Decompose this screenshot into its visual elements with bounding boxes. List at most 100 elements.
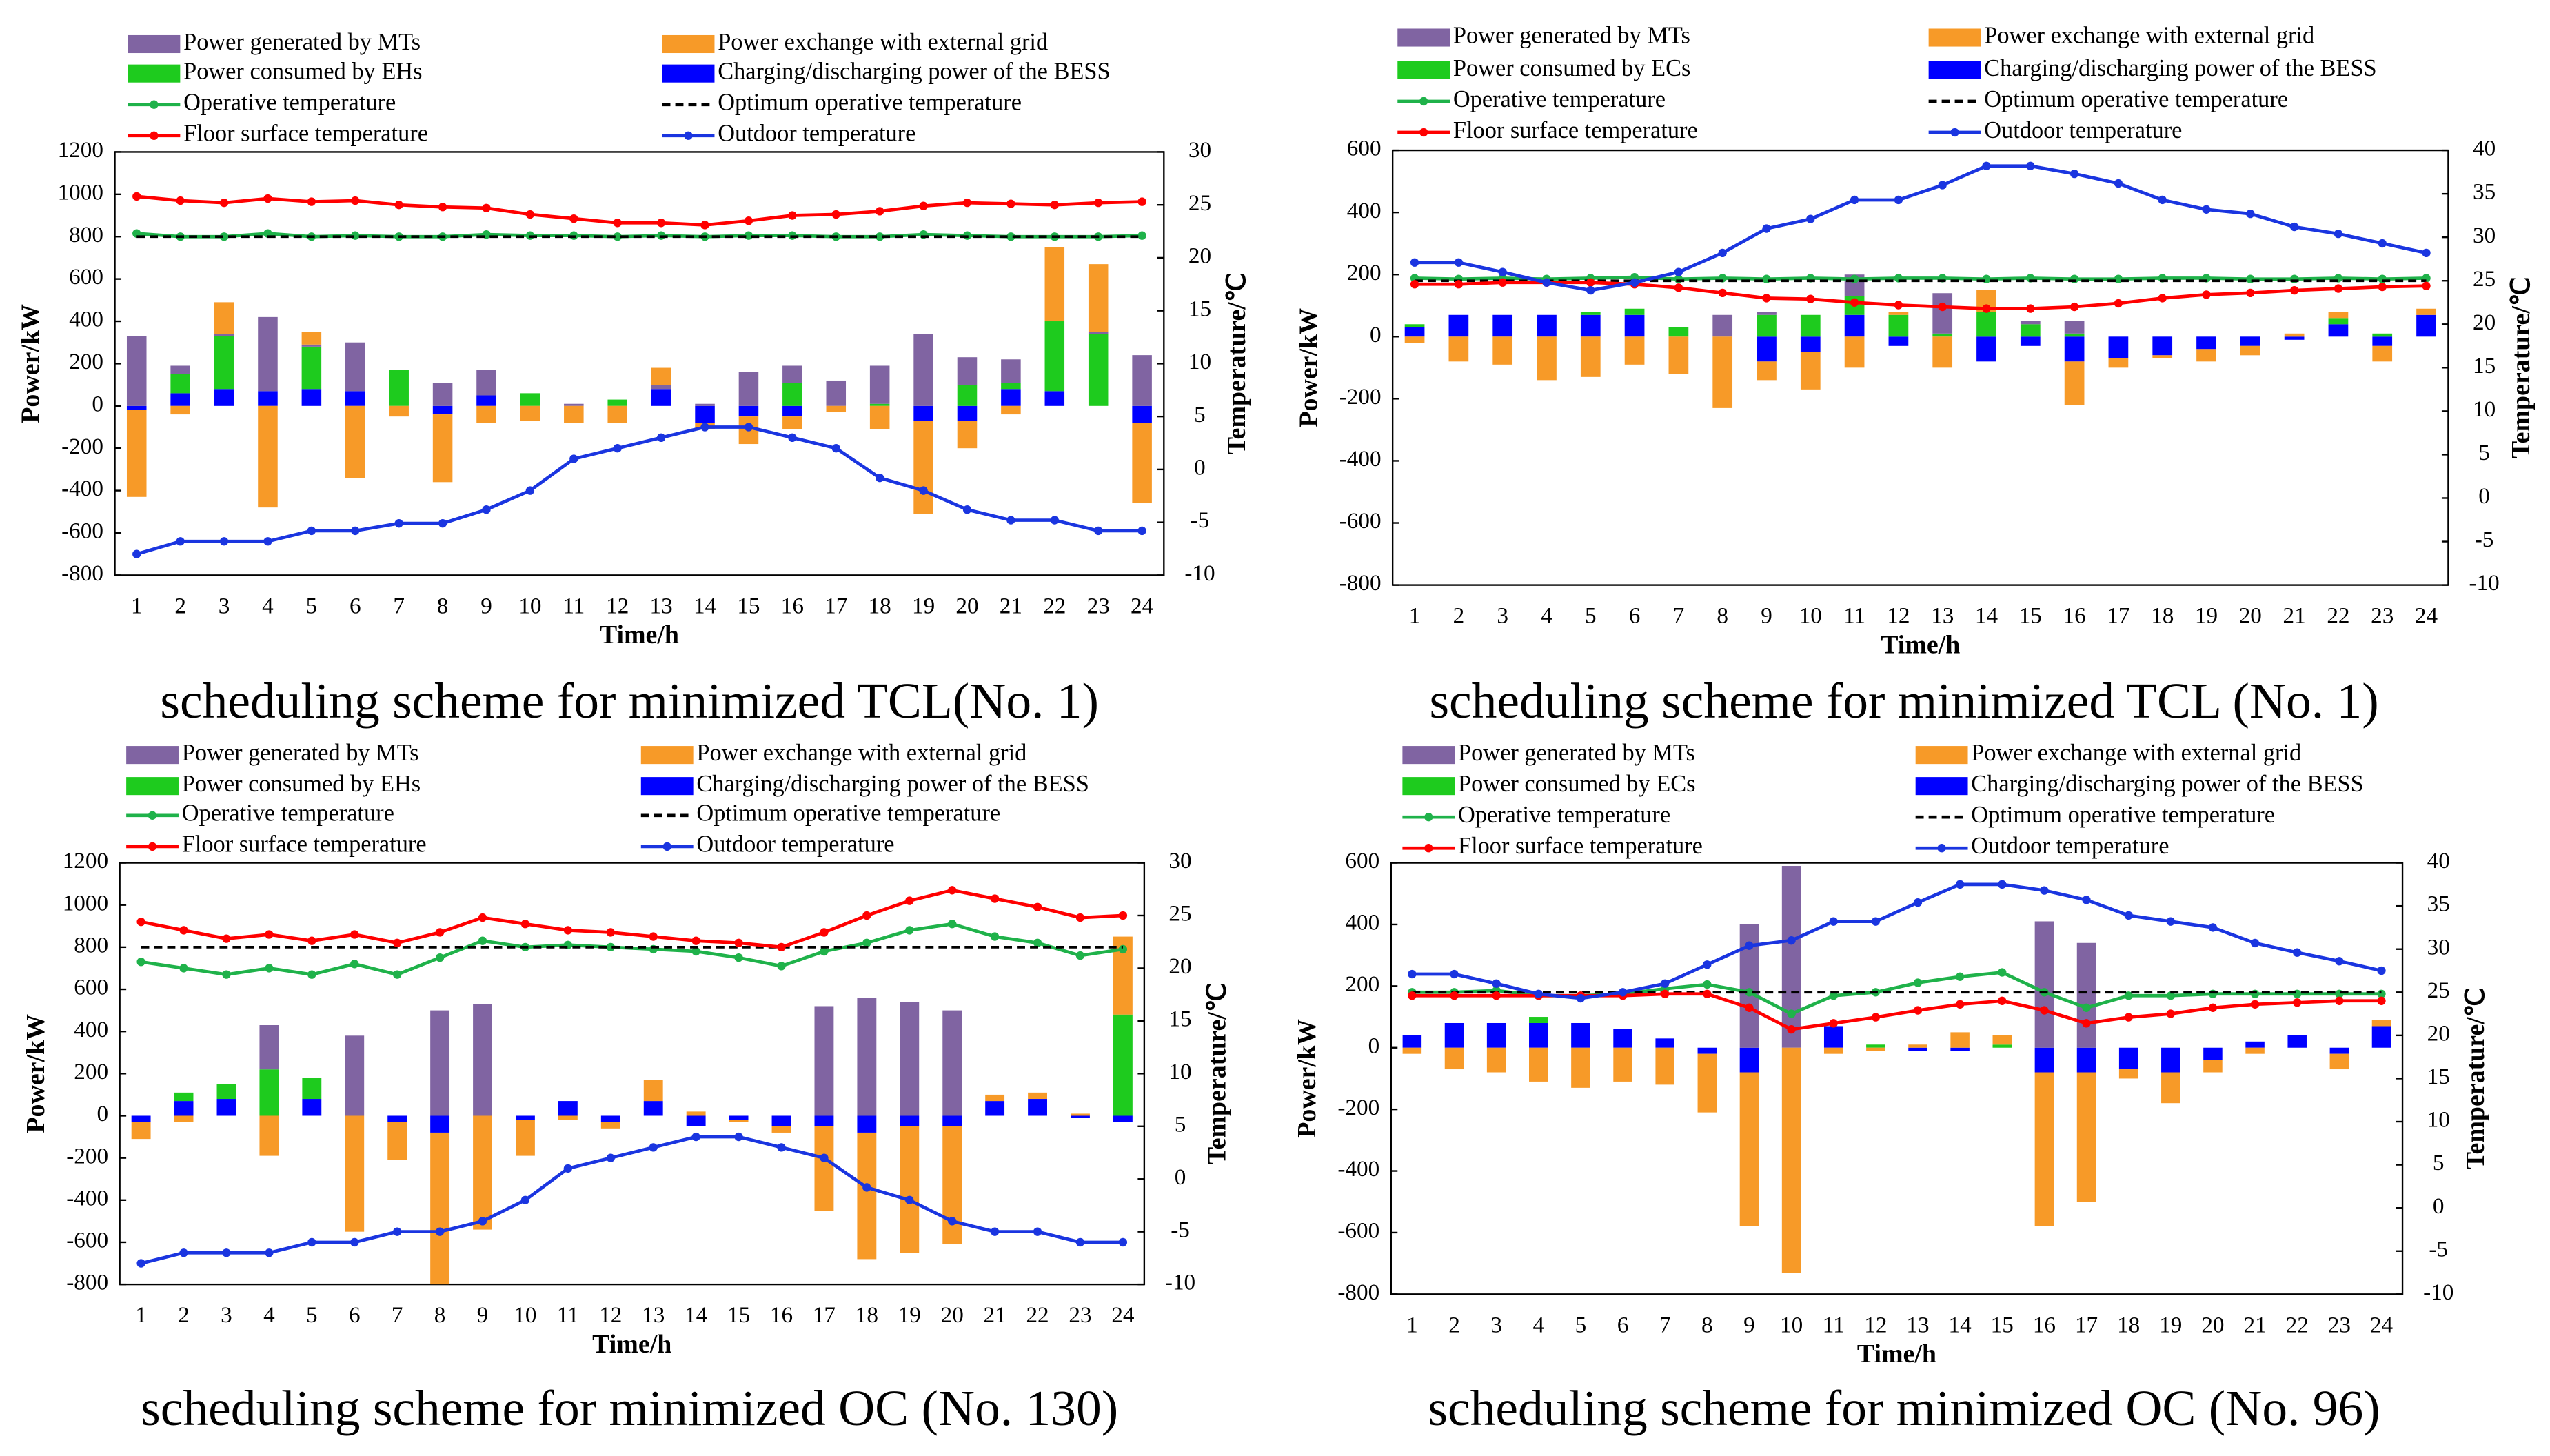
y2-axis-title: Temperature/℃ [2461, 988, 2490, 1170]
line-point [1955, 1000, 1965, 1009]
y-axis-title: Power/kW [21, 1014, 50, 1133]
x-tick-label: 16 [2063, 603, 2086, 629]
bar-segment [2020, 336, 2041, 346]
line-point [990, 932, 1000, 941]
bar-segment [476, 405, 496, 423]
bar-segment [430, 1115, 450, 1133]
bar-segment [857, 1132, 877, 1260]
bar-segment [1932, 293, 1953, 334]
line-point [905, 896, 914, 905]
line-point [263, 194, 272, 203]
chart-panel: -800-600-400-200020040060080010001200-10… [21, 740, 1232, 1436]
bar-segment [301, 346, 322, 390]
x-tick-label: 15 [1991, 1312, 2014, 1337]
line-point [1829, 1019, 1838, 1028]
line-point [2208, 923, 2218, 932]
y2-tick-label: 20 [1168, 953, 1191, 979]
bar-segment [2371, 1026, 2391, 1048]
line-point [307, 197, 316, 206]
line-point [734, 938, 743, 947]
bar-segment [2416, 308, 2436, 315]
line-point [179, 926, 188, 935]
y2-tick-label: 0 [2433, 1193, 2445, 1219]
y-tick-label: 0 [97, 1101, 108, 1126]
line-point [700, 221, 709, 230]
y-tick-label: 400 [1347, 198, 1382, 223]
line-point [482, 203, 491, 212]
legend-label: Power generated by MTs [1458, 740, 1695, 766]
x-tick-label: 8 [434, 1302, 446, 1328]
legend-swatch [1928, 28, 1981, 47]
line-point [1137, 526, 1146, 536]
bar-segment [174, 1092, 194, 1102]
line-point [265, 930, 274, 939]
bar-segment [913, 421, 933, 514]
line-point [1938, 181, 1947, 190]
y-tick-label: 600 [1347, 136, 1382, 161]
y-tick-label: -600 [66, 1228, 108, 1253]
x-tick-label: 15 [727, 1302, 750, 1328]
bar-segment [1823, 1026, 1843, 1048]
legend-swatch [662, 34, 715, 54]
y2-tick-label: -10 [2469, 570, 2499, 596]
x-tick-label: 3 [1497, 603, 1508, 629]
line-point [1492, 979, 1501, 988]
line-point [919, 201, 928, 210]
bar-segment [1908, 1047, 1927, 1051]
bar-segment [259, 1025, 279, 1070]
line-point [1542, 278, 1551, 287]
x-tick-label: 24 [2415, 603, 2438, 629]
bar-segment [1113, 1014, 1133, 1116]
bar-segment [607, 399, 627, 406]
bar-segment [1888, 312, 1909, 315]
y-tick-label: 0 [1368, 1033, 1380, 1058]
line-point [948, 920, 957, 929]
line-point [520, 920, 530, 929]
line-point [1829, 917, 1838, 926]
line-point [1787, 1009, 1796, 1018]
line-point [1492, 991, 1501, 1000]
x-tick-label: 14 [1975, 603, 1998, 629]
line-point [1998, 880, 2007, 889]
line-point [1745, 1003, 1754, 1012]
bar-segment [643, 1101, 663, 1116]
x-tick-label: 22 [1026, 1302, 1049, 1328]
line-point [2378, 282, 2387, 292]
line-point [691, 936, 700, 945]
line-point [2293, 998, 2302, 1007]
y2-tick-label: 10 [1188, 349, 1211, 374]
x-tick-label: 3 [1490, 1312, 1502, 1337]
line-point [862, 938, 871, 947]
y2-tick-label: -10 [1184, 560, 1215, 586]
x-tick-label: 8 [1717, 603, 1728, 629]
bar-segment [2064, 336, 2085, 362]
legend-label: Power generated by MTs [183, 29, 421, 55]
line-point [905, 926, 914, 935]
bar-segment [942, 1126, 962, 1245]
bar-segment [2203, 1047, 2223, 1060]
line-point [606, 942, 615, 952]
bar-segment [131, 1115, 151, 1122]
bar-segment [1001, 383, 1021, 390]
x-tick-label: 2 [178, 1302, 190, 1328]
line-point [1410, 280, 1419, 289]
bar-segment [1950, 1047, 1970, 1051]
x-tick-label: 17 [824, 593, 847, 618]
bar-segment [1001, 389, 1021, 406]
bar-segment [643, 1080, 663, 1102]
line-point [2335, 957, 2344, 966]
bar-segment [170, 374, 190, 394]
x-tick-label: 12 [1887, 603, 1910, 629]
line-point [2124, 1013, 2133, 1022]
line-point [1703, 960, 1712, 969]
line-point [520, 1195, 530, 1204]
line-point [2158, 294, 2167, 303]
y2-tick-label: 35 [2427, 891, 2450, 917]
bar-segment [1492, 336, 1513, 365]
bar-segment [900, 1126, 920, 1253]
line-point [1408, 969, 1417, 979]
line-point [1075, 1237, 1085, 1247]
line-point [2250, 938, 2260, 948]
bar-segment [1088, 334, 1109, 406]
line-series [141, 888, 1124, 949]
